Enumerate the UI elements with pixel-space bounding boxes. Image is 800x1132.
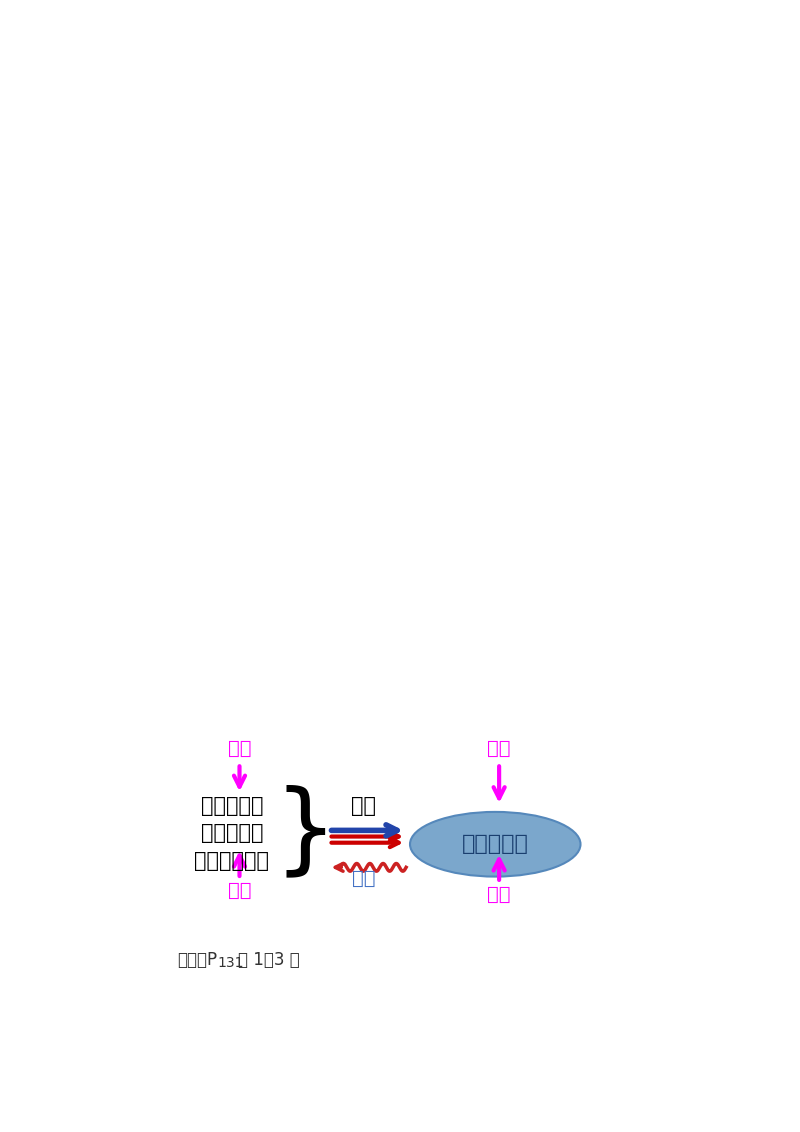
Text: 已知: 已知: [228, 738, 251, 757]
Text: 作业：P: 作业：P: [178, 951, 218, 969]
Text: 得到: 得到: [487, 738, 511, 757]
Text: 内错角相等: 内错角相等: [201, 823, 263, 843]
Text: 判定: 判定: [351, 796, 376, 816]
Text: 已知: 已知: [487, 885, 511, 903]
Text: 131: 131: [218, 955, 244, 970]
Text: 性质: 性质: [352, 869, 375, 889]
Text: 同旁内角互补: 同旁内角互补: [194, 851, 270, 872]
Text: 两直线平行: 两直线平行: [462, 834, 529, 855]
Text: 同位角相等: 同位角相等: [201, 796, 263, 816]
Ellipse shape: [410, 812, 581, 876]
Text: }: }: [274, 784, 337, 881]
Text: 得到: 得到: [228, 881, 251, 900]
Text: 第 1、3 题: 第 1、3 题: [238, 951, 300, 969]
